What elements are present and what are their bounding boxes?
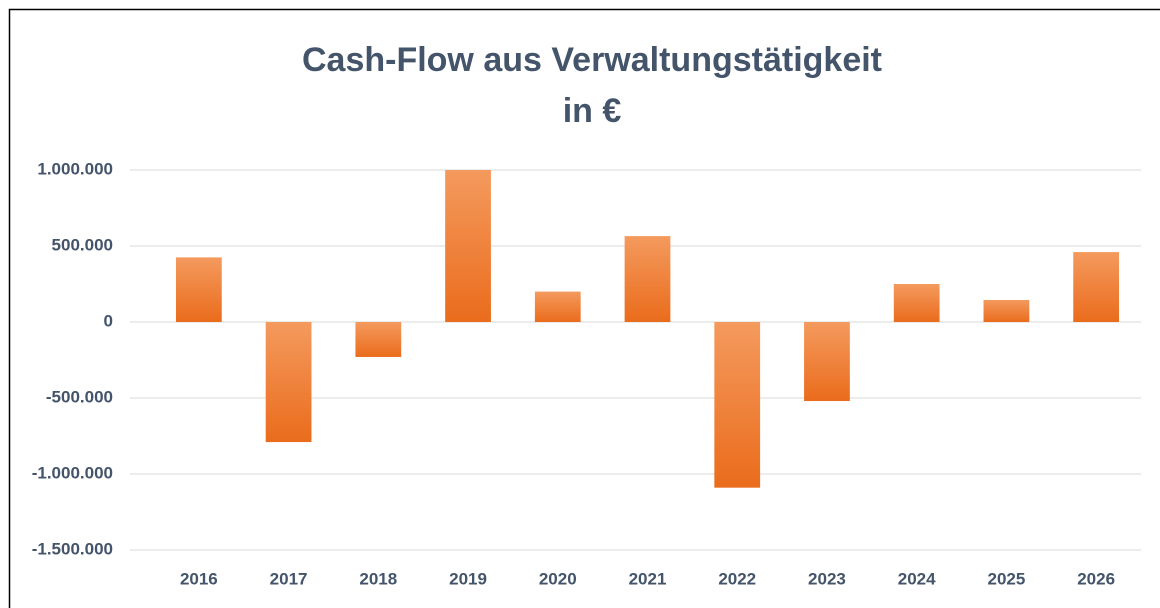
x-tick-label: 2026 (1077, 569, 1115, 588)
bar (534, 291, 581, 322)
x-tick-label: 2023 (808, 569, 846, 588)
x-tick-label: 2025 (987, 569, 1025, 588)
y-tick-label: 500.000 (52, 235, 113, 254)
bar (175, 257, 222, 322)
x-tick-label: 2024 (898, 569, 936, 588)
bar (893, 284, 940, 322)
y-tick-label: -1.500.000 (32, 539, 113, 558)
y-tick-label: -1.000.000 (32, 463, 113, 482)
y-tick-label: 1.000.000 (37, 159, 113, 178)
bar (355, 322, 402, 357)
bar (624, 236, 671, 322)
bar (804, 322, 850, 402)
x-tick-label: 2020 (539, 569, 577, 588)
x-tick-label: 2018 (359, 569, 397, 588)
bar (714, 322, 761, 488)
y-tick-label: -500.000 (46, 387, 113, 406)
chart-title: Cash-Flow aus Verwaltungstätigkeit (302, 41, 882, 79)
x-tick-label: 2021 (629, 569, 667, 588)
bar (1073, 252, 1120, 322)
x-tick-label: 2022 (718, 569, 756, 588)
x-tick-label: 2017 (270, 569, 308, 588)
y-tick-label: 0 (104, 311, 113, 330)
bar (445, 170, 491, 322)
x-tick-label: 2019 (449, 569, 487, 588)
bar (983, 299, 1030, 322)
chart-subtitle: in € (563, 92, 622, 130)
x-tick-label: 2016 (180, 569, 218, 588)
bar (265, 322, 312, 443)
